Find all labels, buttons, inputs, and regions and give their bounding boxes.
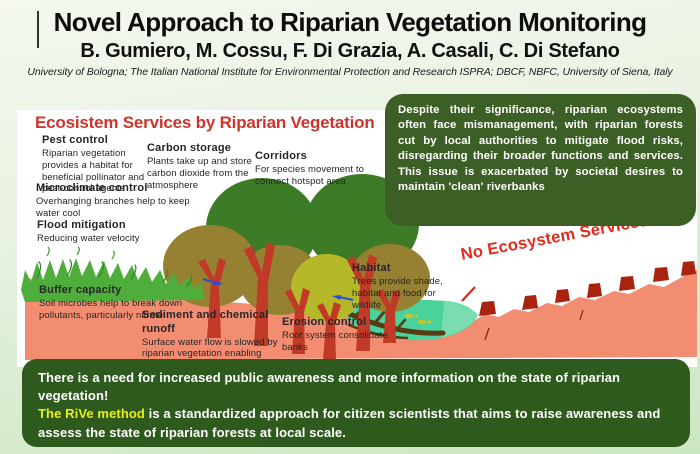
service-title: Carbon storage [147,142,232,154]
service-title: Sediment and chemical runoff [142,309,269,335]
diagram-heading: Ecosistem Services by Riparian Vegetatio… [35,113,375,132]
service-body: Reducing water velocity [37,232,140,244]
rive-method-highlight: The RiVe method [38,406,145,422]
fish-icon [417,319,427,325]
fish-icon [413,314,418,318]
flow-arrow-icons [202,278,354,301]
affiliation-line: University of Bologna; The Italian Natio… [27,65,673,78]
fish-icon [404,313,414,319]
mismanagement-callout: Despite their significance, riparian eco… [385,94,696,226]
service-label-microclimate-control: Microclimate control Overhanging branche… [36,182,208,220]
service-label-buffer-capacity: Buffer capacity Soil microbes help to br… [39,284,197,322]
service-title: Corridors [255,150,307,162]
service-title: Habitat [352,262,391,274]
text-cursor [37,11,39,48]
service-body: Trees provide shade, habitat and food fo… [352,275,443,311]
authors-line: B. Gumiero, M. Cossu, F. Di Grazia, A. C… [80,39,620,62]
tree-trunk-icons [198,242,401,360]
service-label-corridors: Corridors For species movement to connec… [255,150,387,188]
cut-marks [461,286,584,341]
riparian-scene-illustration [21,174,697,360]
conclusion-box: There is a need for increased public awa… [22,359,690,447]
service-body: For species movement to connect hotspot … [255,163,364,187]
fish-icon [426,320,431,324]
grass-illustration [21,246,204,302]
stump-icons [479,261,696,316]
conclusion-line2: The RiVe method is a standardized approa… [38,405,675,441]
service-label-erosion-control: Erosion control Root system consolidate … [282,316,400,354]
poster-header: Novel Approach to Riparian Vegetation Mo… [0,0,700,78]
service-label-carbon-storage: Carbon storage Plants take up and store … [147,142,267,191]
service-body: Plants take up and store carbon dioxide … [147,155,252,191]
page-title: Novel Approach to Riparian Vegetation Mo… [53,7,647,37]
service-title: Pest control [42,134,108,146]
service-body: Overhanging branches help to keep water … [36,195,190,219]
service-label-flood-mitigation: Flood mitigation Reducing water velocity [37,219,197,245]
pond-illustration [342,299,478,341]
service-title: Erosion control [282,316,367,328]
service-label-habitat: Habitat Trees provide shade, habitat and… [352,262,466,311]
service-title: Microclimate control [36,182,148,194]
service-body: Root system consolidate banks [282,329,388,353]
service-body: Riparian vegetation provides a habitat f… [42,147,145,195]
conclusion-line2-rest: is a standardized approach for citizen s… [38,406,661,440]
service-title: Buffer capacity [39,284,122,296]
service-title: Flood mitigation [37,219,126,231]
conclusion-line1: There is a need for increased public awa… [38,370,621,404]
service-label-pest-control: Pest control Riparian vegetation provide… [42,134,148,195]
service-body: Soil microbes help to break down polluta… [39,297,183,321]
